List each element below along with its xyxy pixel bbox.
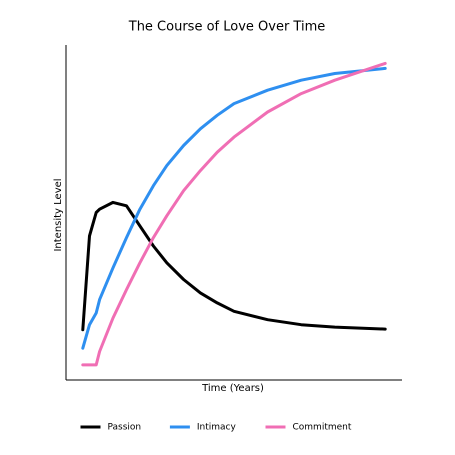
chart-title: The Course of Love Over Time bbox=[128, 20, 326, 35]
legend-label: Passion bbox=[108, 423, 142, 433]
line-series bbox=[81, 61, 387, 367]
legend-label: Commitment bbox=[293, 423, 352, 433]
legend-label: Intimacy bbox=[197, 423, 237, 433]
line-series bbox=[81, 200, 387, 332]
y-axis-label: Intensity Level bbox=[53, 178, 64, 251]
line-series bbox=[81, 66, 387, 350]
x-axis-label: Time (Years) bbox=[201, 383, 264, 394]
